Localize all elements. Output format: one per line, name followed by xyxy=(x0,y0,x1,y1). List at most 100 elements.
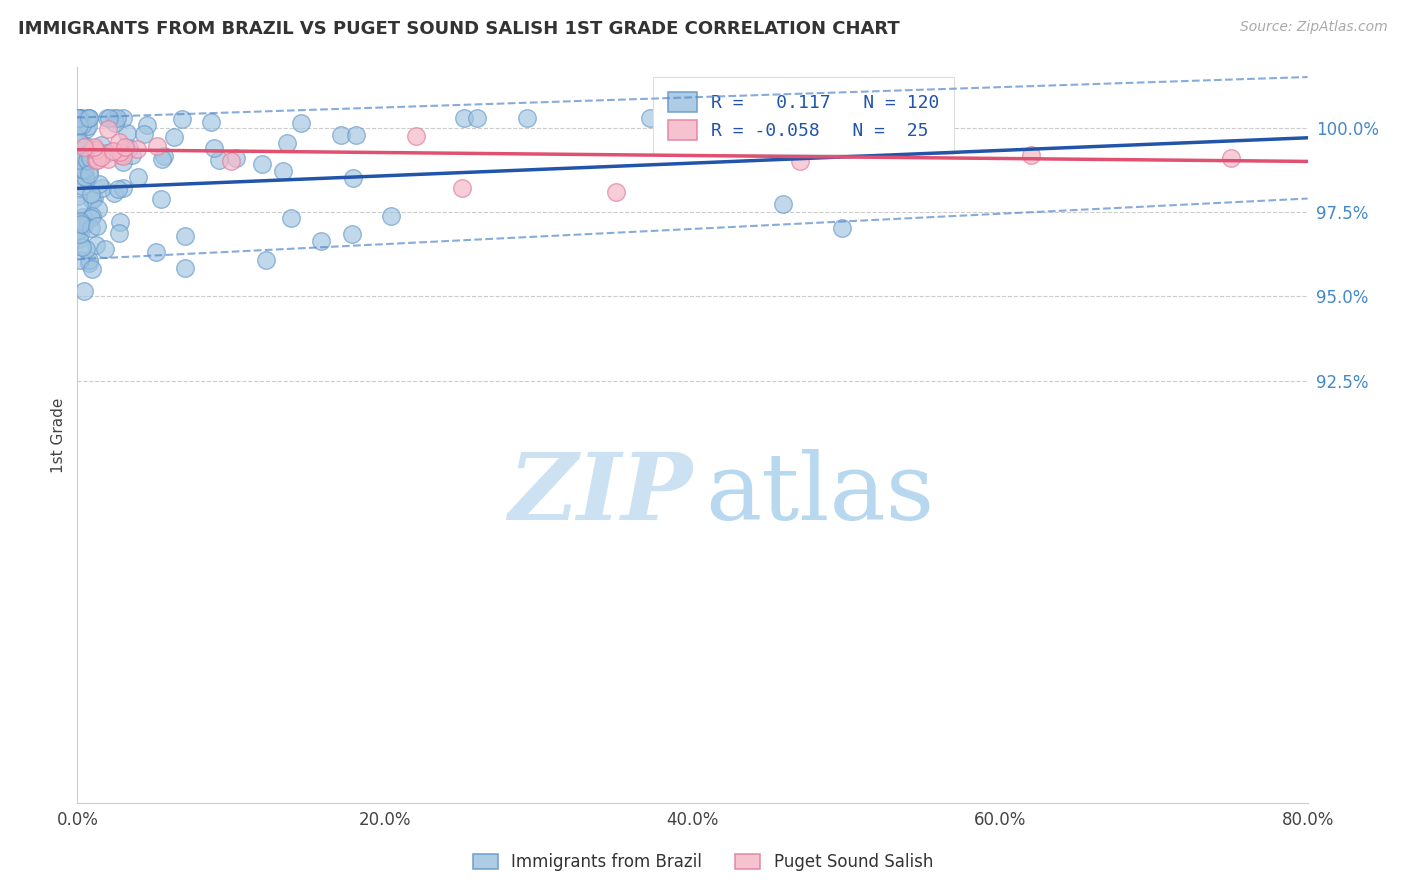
Point xyxy=(342,170,364,185)
Point xyxy=(76,172,98,186)
Point xyxy=(67,224,90,238)
Point xyxy=(75,121,97,136)
Text: atlas: atlas xyxy=(704,449,934,539)
Point xyxy=(84,153,107,167)
Point xyxy=(80,186,103,201)
Point xyxy=(108,145,131,159)
Point xyxy=(91,181,114,195)
Legend: Immigrants from Brazil, Puget Sound Salish: Immigrants from Brazil, Puget Sound Sali… xyxy=(464,845,942,880)
Point xyxy=(769,111,792,125)
Point xyxy=(202,141,225,155)
Point xyxy=(280,211,302,225)
Point xyxy=(110,148,132,162)
Point xyxy=(329,128,352,143)
Point xyxy=(73,284,96,298)
Point xyxy=(79,146,101,161)
Point xyxy=(145,245,167,260)
Point xyxy=(70,215,93,229)
Point xyxy=(67,198,90,212)
Point xyxy=(69,252,91,267)
Point xyxy=(149,192,172,206)
Point xyxy=(86,219,108,234)
Point xyxy=(772,197,794,211)
Text: Source: ZipAtlas.com: Source: ZipAtlas.com xyxy=(1240,20,1388,34)
Point xyxy=(73,218,96,232)
Point xyxy=(77,167,100,181)
Point xyxy=(73,150,96,164)
Point xyxy=(70,118,93,132)
Point xyxy=(254,252,277,267)
Point xyxy=(250,157,273,171)
Point xyxy=(76,153,98,168)
Point xyxy=(135,118,157,132)
Point xyxy=(118,141,141,155)
Point xyxy=(82,209,104,223)
Point xyxy=(112,154,135,169)
Point xyxy=(107,111,129,125)
Point xyxy=(70,169,93,184)
Point xyxy=(77,163,100,178)
Point xyxy=(97,122,120,136)
Legend: R =   0.117   N = 120, R = -0.058   N =  25: R = 0.117 N = 120, R = -0.058 N = 25 xyxy=(654,78,955,154)
Point xyxy=(344,128,367,143)
Point xyxy=(67,168,90,182)
Text: IMMIGRANTS FROM BRAZIL VS PUGET SOUND SALISH 1ST GRADE CORRELATION CHART: IMMIGRANTS FROM BRAZIL VS PUGET SOUND SA… xyxy=(18,20,900,37)
Point xyxy=(77,256,100,270)
Point xyxy=(163,130,186,145)
Point xyxy=(79,151,101,165)
Point xyxy=(76,153,98,168)
Point xyxy=(115,126,138,140)
Point xyxy=(309,234,332,248)
Point xyxy=(831,221,853,235)
Point xyxy=(453,111,475,125)
Point xyxy=(73,140,96,154)
Point xyxy=(96,111,118,125)
Point xyxy=(97,152,120,166)
Point xyxy=(77,111,100,125)
Point xyxy=(72,149,94,163)
Point xyxy=(67,153,90,167)
Point xyxy=(465,111,488,125)
Point xyxy=(69,136,91,150)
Point xyxy=(84,238,107,252)
Point xyxy=(146,138,169,153)
Point xyxy=(70,161,93,176)
Point xyxy=(86,149,108,163)
Point xyxy=(152,149,174,163)
Point xyxy=(84,143,107,157)
Point xyxy=(152,152,174,166)
Point xyxy=(127,170,149,185)
Point xyxy=(219,154,242,169)
Point xyxy=(605,185,627,199)
Point xyxy=(103,186,125,201)
Point xyxy=(813,111,835,125)
Point xyxy=(1219,151,1241,165)
Point xyxy=(114,139,136,153)
Point xyxy=(67,232,90,246)
Point xyxy=(75,243,97,257)
Point xyxy=(111,111,134,125)
Point xyxy=(380,209,402,223)
Point xyxy=(77,253,100,268)
Point xyxy=(134,128,156,142)
Point xyxy=(111,181,134,195)
Point xyxy=(67,132,90,146)
Point xyxy=(340,227,363,241)
Point xyxy=(640,111,662,125)
Point xyxy=(76,111,98,125)
Point xyxy=(73,163,96,178)
Point xyxy=(83,191,105,205)
Point xyxy=(80,261,103,276)
Point xyxy=(69,213,91,227)
Point xyxy=(70,218,93,232)
Point xyxy=(173,261,195,276)
Point xyxy=(803,111,825,125)
Point xyxy=(86,202,108,216)
Point xyxy=(516,111,538,125)
Point xyxy=(276,136,298,151)
Point xyxy=(1019,147,1042,161)
Point xyxy=(67,150,90,164)
Point xyxy=(69,111,91,125)
Point xyxy=(69,143,91,157)
Point xyxy=(69,227,91,241)
